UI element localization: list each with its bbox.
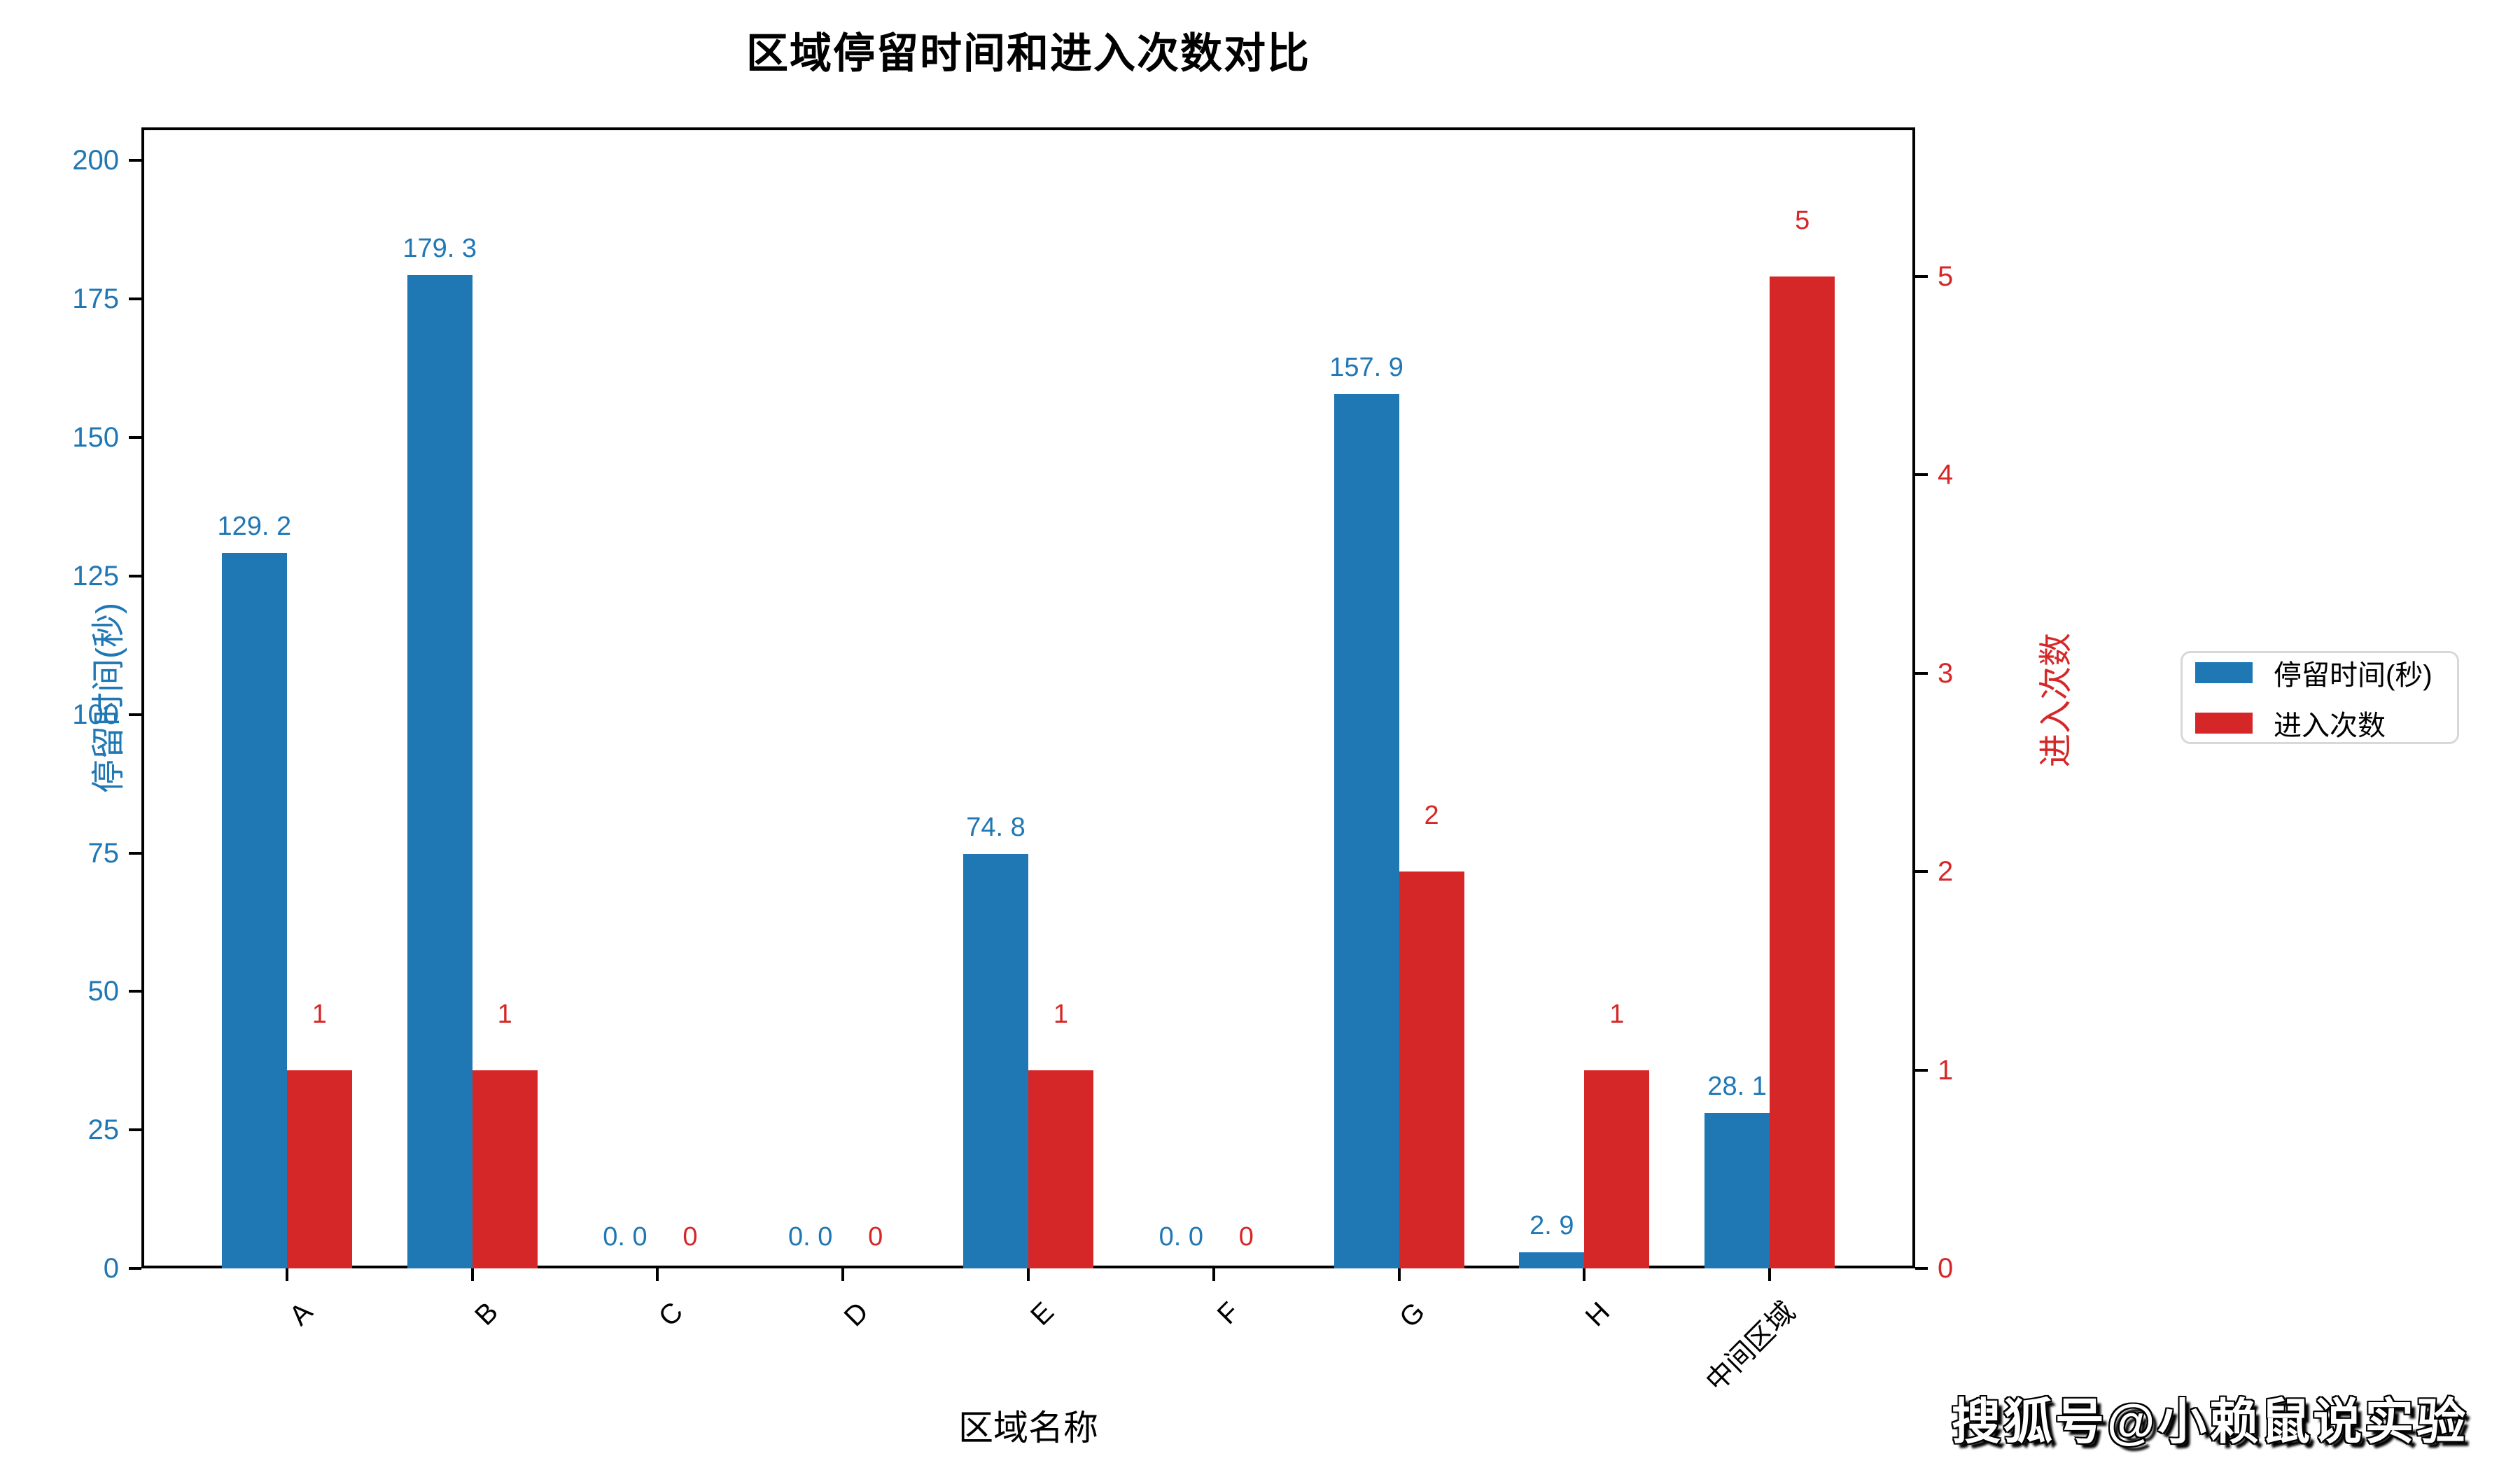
x-axis-tick-label-8: 中间区域 — [1700, 1296, 1802, 1398]
value-label-entries-G: 2 — [1424, 801, 1439, 831]
value-label-dwell-F: 0. 0 — [1158, 1222, 1203, 1252]
x-axis-tick-label-1: B — [468, 1296, 504, 1331]
value-label-dwell-H: 2. 9 — [1530, 1211, 1574, 1241]
left-axis-tick — [129, 1267, 141, 1270]
bar-entries-中间区域 — [1770, 276, 1835, 1268]
left-axis-tick-label: 175 — [72, 284, 119, 315]
legend-label-entry-count: 进入次数 — [2274, 710, 2386, 741]
bar-dwell-A — [221, 552, 287, 1268]
left-axis-tick — [129, 851, 141, 855]
value-label-entries-E: 1 — [1053, 999, 1069, 1029]
x-axis-tick-label-7: H — [1579, 1296, 1616, 1333]
value-label-dwell-E: 74. 8 — [966, 813, 1026, 843]
value-label-entries-B: 1 — [497, 999, 512, 1029]
legend-swatch-red — [2195, 712, 2253, 734]
x-axis-tick-label-0: A — [283, 1296, 318, 1331]
x-axis-tick — [841, 1268, 845, 1281]
value-label-dwell-D: 0. 0 — [788, 1222, 833, 1252]
x-axis-tick — [656, 1268, 659, 1281]
bar-entries-G — [1399, 872, 1464, 1268]
x-axis-tick — [285, 1268, 288, 1281]
value-label-entries-F: 0 — [1238, 1222, 1254, 1252]
x-axis-tick — [1027, 1268, 1030, 1281]
value-label-dwell-C: 0. 0 — [603, 1222, 648, 1252]
right-axis-tick — [1915, 1068, 1928, 1072]
chart-title: 区域停留时间和进入次数对比 — [746, 30, 1310, 77]
legend-swatch-blue — [2195, 662, 2253, 683]
watermark-text: 搜狐号@小赖鼠说实验 — [1952, 1394, 2469, 1449]
right-axis-tick-label: 4 — [1938, 459, 1954, 491]
right-axis-tick — [1915, 870, 1928, 874]
x-axis-tick — [1583, 1268, 1586, 1281]
left-axis-tick-label: 0 — [103, 1253, 119, 1284]
x-axis-tick-label-4: E — [1025, 1296, 1060, 1331]
value-label-entries-C: 0 — [682, 1222, 698, 1252]
value-label-dwell-B: 179. 3 — [402, 234, 477, 264]
value-label-dwell-中间区域: 28. 1 — [1707, 1071, 1767, 1101]
x-axis-tick — [470, 1268, 474, 1281]
x-axis-title: 区域名称 — [958, 1408, 1098, 1448]
right-y-axis-title: 进入次数 — [2038, 632, 2076, 768]
bar-dwell-中间区域 — [1704, 1112, 1770, 1268]
right-axis-tick — [1915, 671, 1928, 675]
x-axis-tick-label-6: G — [1393, 1296, 1431, 1334]
left-axis-tick-label: 75 — [88, 837, 120, 869]
x-axis-tick — [1212, 1268, 1215, 1281]
legend-box: 停留时间(秒) 进入次数 — [2180, 651, 2459, 744]
left-y-axis-title: 停留时间(秒) — [90, 603, 127, 793]
bar-entries-H — [1584, 1070, 1650, 1268]
value-label-entries-A: 1 — [312, 999, 327, 1029]
x-axis-tick-label-5: F — [1211, 1296, 1245, 1331]
value-label-entries-中间区域: 5 — [1795, 205, 1810, 235]
left-axis-tick — [129, 298, 141, 301]
bar-entries-B — [472, 1070, 538, 1268]
left-axis-tick-label: 125 — [72, 560, 119, 592]
left-axis-tick-label: 50 — [88, 976, 120, 1007]
x-axis-tick — [1397, 1268, 1401, 1281]
right-axis-tick-label: 1 — [1938, 1054, 1954, 1086]
left-axis-tick — [129, 713, 141, 716]
left-axis-tick — [129, 436, 141, 440]
value-label-entries-H: 1 — [1609, 999, 1625, 1029]
left-axis-tick-label: 100 — [72, 699, 119, 730]
right-axis-tick-label: 0 — [1938, 1253, 1954, 1284]
left-axis-tick — [129, 574, 141, 578]
left-axis-tick-label: 200 — [72, 145, 119, 176]
left-axis-tick-label: 25 — [88, 1114, 120, 1146]
left-axis-tick-label: 150 — [72, 422, 119, 454]
right-axis-tick — [1915, 1267, 1928, 1270]
right-axis-tick — [1915, 274, 1928, 278]
bar-entries-E — [1028, 1070, 1093, 1268]
bar-dwell-G — [1334, 393, 1399, 1268]
legend-row-dwell-time: 停留时间(秒) — [2195, 652, 2444, 693]
x-axis-tick-label-2: C — [652, 1296, 690, 1333]
value-label-entries-D: 0 — [868, 1222, 883, 1252]
legend-label-dwell-time: 停留时间(秒) — [2274, 659, 2432, 691]
value-label-dwell-A: 129. 2 — [217, 511, 292, 541]
right-axis-tick — [1915, 473, 1928, 477]
legend-row-entry-count: 进入次数 — [2195, 703, 2444, 743]
bar-dwell-H — [1519, 1252, 1585, 1268]
bar-dwell-E — [963, 854, 1028, 1268]
bar-entries-A — [286, 1070, 352, 1268]
x-axis-tick — [1768, 1268, 1772, 1281]
right-axis-tick-label: 2 — [1938, 856, 1954, 888]
x-axis-tick-label-3: D — [838, 1296, 875, 1333]
left-axis-tick — [129, 990, 141, 993]
value-label-dwell-G: 157. 9 — [1329, 352, 1404, 382]
left-axis-tick — [129, 159, 141, 162]
left-axis-tick — [129, 1128, 141, 1132]
bar-dwell-B — [407, 275, 472, 1268]
right-axis-tick-label: 5 — [1938, 260, 1954, 292]
right-axis-tick-label: 3 — [1938, 657, 1954, 689]
